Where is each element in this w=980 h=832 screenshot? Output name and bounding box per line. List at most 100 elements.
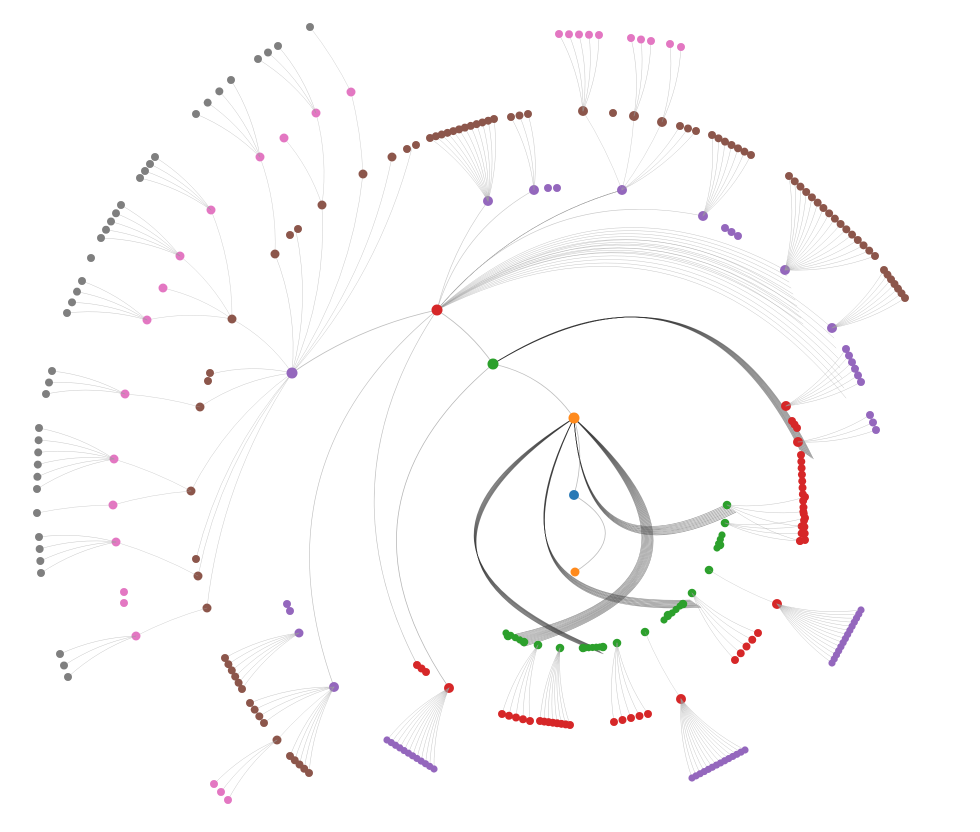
leaf-node[interactable] (498, 710, 506, 718)
leaf-node[interactable] (526, 717, 534, 725)
tree-node[interactable] (158, 283, 168, 293)
leaf-node[interactable] (731, 656, 739, 664)
leaf-node[interactable] (853, 236, 862, 244)
leaf-node[interactable] (250, 705, 259, 714)
leaf-node[interactable] (585, 30, 593, 39)
leaf-node[interactable] (851, 364, 859, 373)
leaf-node[interactable] (254, 55, 262, 63)
leaf-node[interactable] (221, 654, 229, 662)
leaf-node[interactable] (45, 378, 53, 387)
leaf-node[interactable] (192, 110, 200, 118)
leaf-node[interactable] (848, 358, 856, 367)
leaf-node[interactable] (73, 287, 81, 296)
leaf-node[interactable] (797, 457, 806, 466)
hub-node[interactable] (431, 304, 443, 316)
tree-node[interactable] (270, 249, 280, 259)
leaf-node[interactable] (305, 769, 313, 777)
leaf-node[interactable] (78, 277, 86, 285)
leaf-node[interactable] (151, 153, 159, 161)
leaf-node[interactable] (819, 204, 828, 212)
leaf-node[interactable] (238, 685, 246, 693)
leaf-node[interactable] (286, 231, 294, 239)
leaf-node[interactable] (637, 35, 645, 44)
leaf-node[interactable] (56, 650, 64, 658)
leaf-node[interactable] (813, 198, 822, 207)
hub-node[interactable] (568, 412, 580, 424)
leaf-node[interactable] (146, 160, 154, 168)
leaf-node[interactable] (42, 390, 50, 398)
leaf-node[interactable] (797, 464, 806, 473)
leaf-node[interactable] (595, 31, 603, 39)
leaf-node[interactable] (264, 48, 272, 57)
leaf-node[interactable] (800, 522, 809, 531)
leaf-node[interactable] (210, 780, 218, 788)
leaf-node[interactable] (740, 147, 749, 156)
leaf-node[interactable] (120, 588, 128, 596)
leaf-node[interactable] (519, 715, 527, 724)
root-node[interactable] (569, 490, 579, 500)
leaf-node[interactable] (644, 710, 652, 718)
leaf-node[interactable] (260, 719, 268, 727)
leaf-node[interactable] (35, 533, 43, 541)
tree-node[interactable] (33, 509, 41, 517)
leaf-node[interactable] (575, 30, 583, 39)
leaf-node[interactable] (647, 37, 655, 45)
leaf-node[interactable] (727, 228, 736, 236)
leaf-node[interactable] (97, 234, 105, 242)
tree-node[interactable] (317, 200, 327, 210)
leaf-node[interactable] (34, 436, 43, 445)
leaf-node[interactable] (799, 503, 808, 512)
leaf-node[interactable] (684, 124, 692, 133)
leaf-node[interactable] (618, 716, 627, 724)
leaf-node[interactable] (666, 40, 674, 48)
leaf-node[interactable] (793, 424, 801, 432)
leaf-node[interactable] (807, 193, 816, 202)
leaf-node[interactable] (524, 110, 532, 118)
leaf-node[interactable] (854, 371, 862, 380)
leaf-node[interactable] (60, 661, 68, 670)
leaf-node[interactable] (796, 182, 805, 191)
leaf-node[interactable] (797, 470, 806, 479)
tree-node[interactable] (87, 254, 95, 262)
leaf-node[interactable] (872, 426, 880, 434)
leaf-node[interactable] (798, 483, 807, 492)
leaf-node[interactable] (901, 294, 909, 302)
leaf-node[interactable] (676, 122, 684, 130)
leaf-node[interactable] (842, 225, 851, 234)
leaf-node[interactable] (708, 131, 716, 139)
leaf-node[interactable] (294, 225, 302, 233)
leaf-node[interactable] (63, 309, 71, 317)
leaf-node[interactable] (677, 43, 685, 51)
leaf-node[interactable] (610, 718, 618, 726)
leaf-node[interactable] (797, 451, 805, 459)
leaf-node[interactable] (785, 172, 793, 180)
leaf-node[interactable] (635, 712, 644, 720)
leaf-node[interactable] (516, 636, 524, 644)
leaf-node[interactable] (227, 666, 236, 675)
leaf-node[interactable] (714, 134, 723, 143)
leaf-node[interactable] (825, 209, 834, 218)
leaf-node[interactable] (790, 177, 799, 186)
tree-node[interactable] (387, 152, 397, 162)
leaf-node[interactable] (741, 746, 749, 754)
leaf-node[interactable] (736, 649, 745, 658)
leaf-node[interactable] (692, 127, 700, 135)
leaf-node[interactable] (36, 557, 45, 565)
leaf-node[interactable] (800, 516, 809, 525)
leaf-node[interactable] (553, 184, 561, 192)
leaf-node[interactable] (742, 642, 751, 651)
tree-node[interactable] (279, 133, 289, 143)
leaf-node[interactable] (801, 536, 809, 544)
leaf-node[interactable] (274, 42, 282, 50)
tree-node[interactable] (358, 169, 368, 179)
tree-node[interactable] (227, 314, 237, 324)
leaf-node[interactable] (422, 668, 430, 676)
leaf-node[interactable] (217, 788, 225, 796)
leaf-node[interactable] (117, 201, 125, 209)
leaf-node[interactable] (34, 448, 43, 457)
leaf-node[interactable] (721, 137, 729, 146)
hub-node[interactable] (487, 358, 499, 370)
leaf-node[interactable] (412, 141, 420, 149)
leaf-node[interactable] (215, 87, 224, 96)
leaf-node[interactable] (718, 531, 726, 539)
